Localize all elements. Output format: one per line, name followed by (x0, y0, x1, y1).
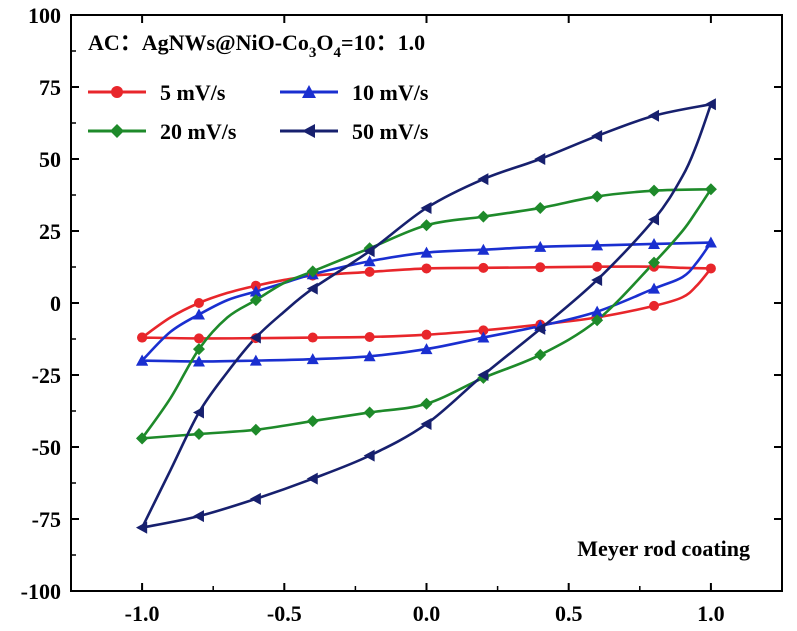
data-point-circle (478, 325, 489, 336)
data-point-diamond (192, 428, 205, 441)
data-point-diamond (704, 183, 717, 196)
data-point-diamond (136, 432, 149, 445)
data-point-circle (193, 298, 204, 308)
axis-tick-labels: -100 -75 -50 -25 0 25 50 75 100 -1.0 -0.5 0.0 0.5 1.0 (21, 3, 725, 626)
legend-label: 50 mV/s (352, 119, 429, 144)
x-tick-label: 0.0 (413, 601, 441, 626)
data-point-triangle (420, 343, 433, 355)
data-point-triangle (534, 240, 547, 252)
y-tick-label: -100 (21, 579, 61, 604)
data-point-circle (364, 266, 375, 277)
data-point-circle (364, 331, 375, 342)
data-point-triangle-left (704, 98, 716, 111)
legend: 5 mV/s 10 mV/s 20 mV/s 50 mV/s (88, 80, 429, 144)
data-point-triangle (648, 237, 661, 249)
data-point-diamond (192, 343, 205, 356)
legend-label: 10 mV/s (352, 80, 429, 105)
data-point-circle (478, 262, 489, 273)
data-point-diamond (110, 124, 124, 138)
data-point-diamond (306, 265, 319, 278)
data-point-triangle-left (534, 153, 546, 165)
x-tick-label: -0.5 (267, 601, 302, 626)
series-markers (136, 98, 717, 534)
data-point-diamond (420, 397, 433, 410)
y-tick-label: 50 (39, 147, 61, 172)
x-tick-label: 1.0 (697, 601, 725, 626)
data-point-diamond (249, 423, 262, 436)
data-point-triangle (192, 355, 205, 367)
data-point-diamond (249, 294, 262, 307)
data-point-circle (649, 300, 660, 311)
data-point-triangle-left (591, 273, 603, 286)
y-tick-label: 0 (50, 291, 61, 316)
data-point-circle (137, 332, 148, 343)
data-point-circle (111, 86, 123, 98)
x-tick-label: -1.0 (125, 601, 160, 626)
data-point-triangle (249, 354, 262, 366)
data-point-triangle (591, 239, 604, 251)
axis-ticks (70, 14, 783, 592)
data-point-triangle (420, 246, 433, 258)
data-point-triangle (477, 243, 490, 255)
legend-label: 5 mV/s (160, 80, 226, 105)
data-point-diamond (363, 406, 376, 419)
data-point-triangle (136, 354, 149, 366)
data-point-triangle-left (420, 417, 432, 430)
data-point-circle (705, 263, 716, 274)
data-point-triangle-left (363, 245, 375, 258)
data-point-triangle-left (136, 521, 148, 534)
y-tick-label: -75 (32, 507, 61, 532)
data-point-triangle (249, 285, 262, 297)
legend-label: 20 mV/s (160, 119, 237, 144)
y-tick-label: 100 (28, 3, 61, 28)
y-tick-label: -50 (32, 435, 61, 460)
data-point-diamond (420, 219, 433, 232)
data-point-triangle (192, 308, 205, 320)
data-point-triangle-left (192, 406, 204, 419)
data-point-triangle (363, 255, 376, 267)
x-tick-label: 0.5 (555, 601, 583, 626)
data-point-circle (535, 262, 546, 273)
data-point-circle (421, 329, 432, 340)
data-point-triangle-left (249, 492, 261, 505)
data-point-diamond (591, 190, 604, 203)
data-point-diamond (477, 210, 490, 223)
y-tick-label: 25 (39, 219, 61, 244)
data-point-diamond (648, 256, 661, 269)
data-point-triangle (363, 350, 376, 362)
data-point-diamond (534, 201, 547, 214)
data-point-triangle-left (306, 282, 318, 295)
data-point-triangle-left (363, 449, 375, 462)
data-point-triangle-left (591, 129, 603, 142)
data-point-triangle-left (420, 201, 432, 214)
data-point-triangle (477, 331, 490, 343)
data-point-triangle-left (302, 124, 315, 138)
data-point-triangle (591, 305, 604, 317)
chart-title: AC：AgNWs@NiO-Co3O4=10：1.0 (88, 30, 425, 61)
data-point-triangle (648, 282, 661, 294)
data-point-triangle-left (477, 173, 489, 186)
data-point-diamond (306, 415, 319, 428)
data-point-triangle (306, 353, 319, 365)
annotation-text: Meyer rod coating (577, 536, 750, 561)
data-point-diamond (534, 348, 547, 361)
data-point-triangle-left (192, 510, 204, 523)
data-point-diamond (591, 314, 604, 327)
data-point-circle (421, 263, 432, 274)
data-point-triangle-left (306, 472, 318, 485)
data-point-triangle-left (249, 331, 261, 344)
y-tick-label: -25 (32, 363, 61, 388)
data-point-diamond (648, 184, 661, 197)
data-point-circle (307, 332, 318, 343)
data-point-circle (193, 333, 204, 344)
data-point-triangle (704, 236, 717, 248)
data-point-triangle-left (477, 369, 489, 381)
data-point-triangle-left (648, 213, 660, 226)
data-point-triangle (302, 85, 316, 98)
data-point-triangle-left (534, 322, 546, 335)
data-point-triangle-left (648, 109, 660, 122)
data-point-circle (592, 261, 603, 272)
y-tick-label: 75 (39, 75, 61, 100)
